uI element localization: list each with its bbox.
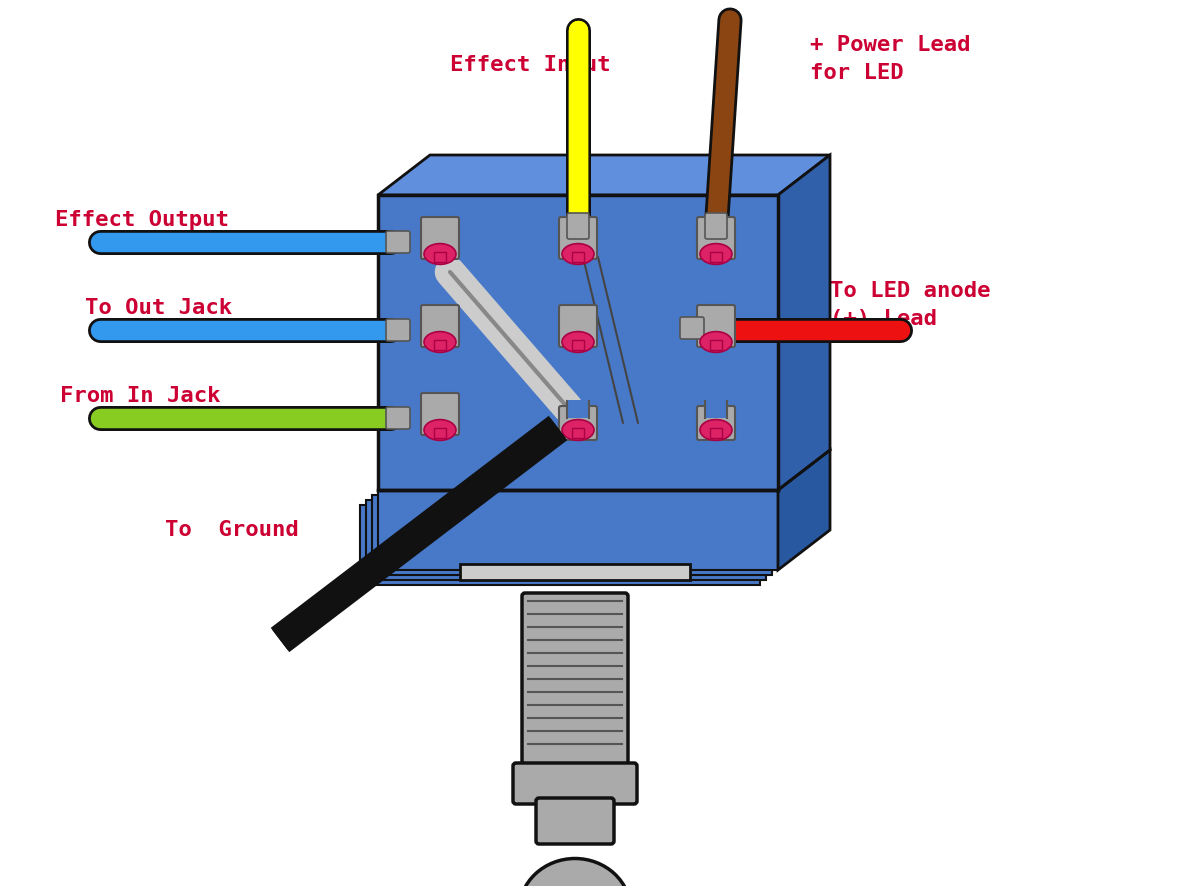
Ellipse shape <box>424 331 456 353</box>
Text: To LED anode
(+) Lead: To LED anode (+) Lead <box>830 281 991 329</box>
FancyBboxPatch shape <box>697 305 735 347</box>
Text: Effect Output: Effect Output <box>55 210 229 230</box>
FancyBboxPatch shape <box>421 217 459 259</box>
Text: + Power Lead
for LED: + Power Lead for LED <box>810 35 971 83</box>
FancyBboxPatch shape <box>704 213 727 239</box>
Polygon shape <box>366 500 766 580</box>
FancyBboxPatch shape <box>386 231 410 253</box>
Ellipse shape <box>562 244 594 264</box>
Bar <box>434 428 446 438</box>
Ellipse shape <box>700 420 732 440</box>
FancyBboxPatch shape <box>536 798 614 844</box>
Ellipse shape <box>562 420 594 440</box>
Ellipse shape <box>700 244 732 264</box>
Bar <box>571 428 584 438</box>
Polygon shape <box>378 195 778 490</box>
Polygon shape <box>778 155 830 490</box>
Text: To  Ground: To Ground <box>165 520 298 540</box>
FancyBboxPatch shape <box>560 406 598 440</box>
Text: Effect Input: Effect Input <box>450 55 611 75</box>
Ellipse shape <box>424 244 456 264</box>
Text: From In Jack: From In Jack <box>61 386 221 406</box>
Bar <box>571 340 584 350</box>
Bar <box>567 400 589 418</box>
FancyBboxPatch shape <box>421 393 459 435</box>
FancyBboxPatch shape <box>697 406 735 440</box>
Polygon shape <box>360 505 760 585</box>
FancyBboxPatch shape <box>386 407 410 429</box>
Bar <box>434 252 446 262</box>
Polygon shape <box>778 450 830 570</box>
Polygon shape <box>378 155 830 195</box>
FancyBboxPatch shape <box>513 763 637 804</box>
Bar <box>710 340 722 350</box>
Bar <box>710 252 722 262</box>
Bar <box>434 340 446 350</box>
Ellipse shape <box>700 331 732 353</box>
FancyBboxPatch shape <box>386 319 410 341</box>
FancyBboxPatch shape <box>567 213 589 239</box>
Bar <box>460 564 690 580</box>
Ellipse shape <box>562 331 594 353</box>
Bar <box>571 252 584 262</box>
Bar <box>710 428 722 438</box>
FancyBboxPatch shape <box>560 217 598 259</box>
FancyBboxPatch shape <box>421 305 459 347</box>
FancyBboxPatch shape <box>560 305 598 347</box>
Ellipse shape <box>424 420 456 440</box>
FancyBboxPatch shape <box>522 593 628 764</box>
FancyBboxPatch shape <box>697 217 735 259</box>
Polygon shape <box>378 490 778 570</box>
Bar <box>704 400 727 418</box>
Ellipse shape <box>519 859 631 886</box>
Text: To Out Jack: To Out Jack <box>86 298 232 318</box>
FancyBboxPatch shape <box>680 317 704 339</box>
Polygon shape <box>372 495 772 575</box>
